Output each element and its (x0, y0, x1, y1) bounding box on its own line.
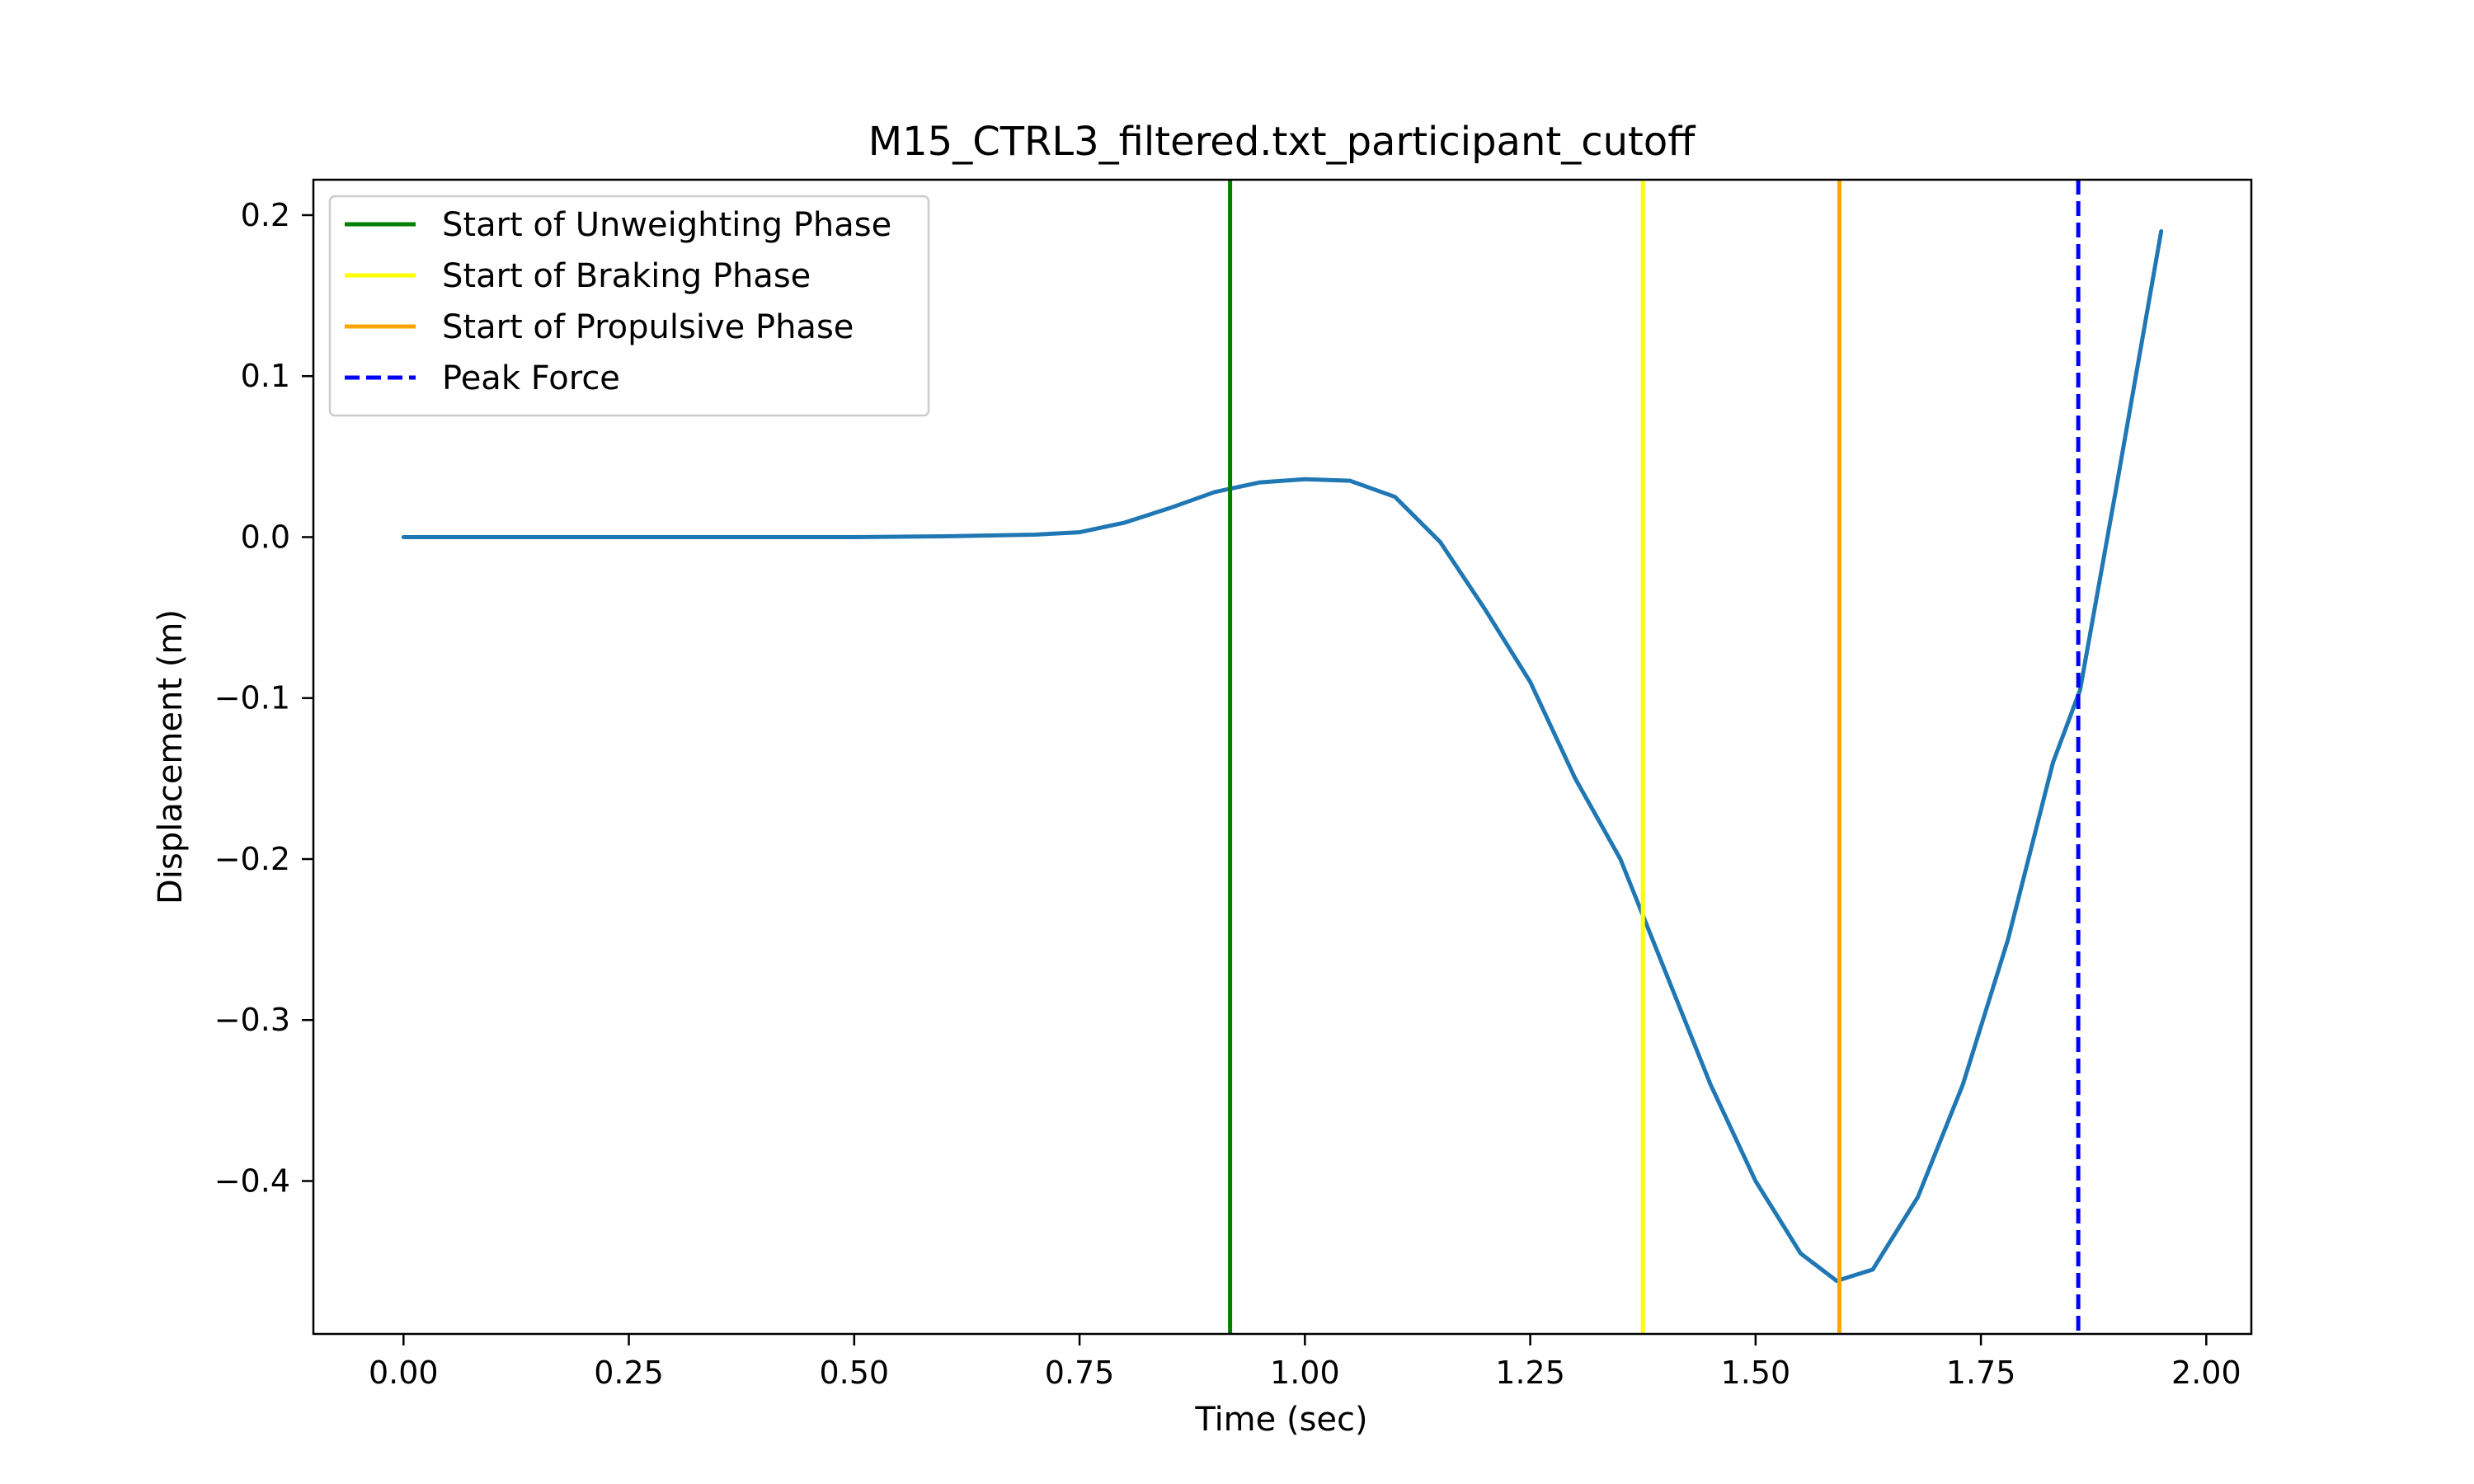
y-axis-label: Displacement (m) (152, 609, 190, 904)
axes-frame (312, 178, 2253, 1336)
x-tick-label: 0.75 (1045, 1355, 1115, 1391)
x-tick-label: 2.00 (2171, 1355, 2241, 1391)
y-tick-label: 0.2 (241, 197, 290, 233)
legend-entry: Start of Braking Phase (442, 257, 811, 295)
x-tick-label: 0.00 (369, 1355, 439, 1391)
x-axis-label: Time (sec) (1194, 1401, 1367, 1439)
y-tick-label: 0.0 (241, 519, 290, 555)
legend-box (328, 195, 930, 417)
legend-entry: Peak Force (442, 359, 620, 397)
y-tick-label: −0.1 (214, 680, 290, 716)
legend-entry: Start of Propulsive Phase (442, 308, 854, 346)
y-axis: 0.2 0.1 0.0 −0.1 −0.2 −0.3 −0.4 (214, 197, 313, 1200)
x-tick-label: 1.75 (1946, 1355, 2016, 1391)
x-axis: 0.00 0.25 0.50 0.75 1.00 1.25 1.50 1.75 2.00 (369, 1334, 2241, 1391)
series-line-0 (401, 229, 2164, 1284)
x-tick-label: 0.25 (594, 1355, 664, 1391)
x-tick-label: 1.00 (1270, 1355, 1340, 1391)
y-tick-label: −0.3 (214, 1002, 290, 1038)
x-tick-label: 0.50 (820, 1355, 890, 1391)
y-tick-label: 0.1 (241, 358, 290, 394)
y-tick-label: −0.4 (214, 1163, 290, 1200)
x-tick-label: 1.50 (1721, 1355, 1791, 1391)
plot-area (401, 180, 2164, 1334)
y-tick-label: −0.2 (214, 841, 290, 877)
chart-title: M15_CTRL3_filtered.txt_participant_cutof… (868, 119, 1696, 165)
legend-entry: Start of Unweighting Phase (442, 206, 891, 244)
legend: Start of Unweighting Phase Start of Braki… (328, 195, 930, 417)
x-tick-label: 1.25 (1495, 1355, 1565, 1391)
